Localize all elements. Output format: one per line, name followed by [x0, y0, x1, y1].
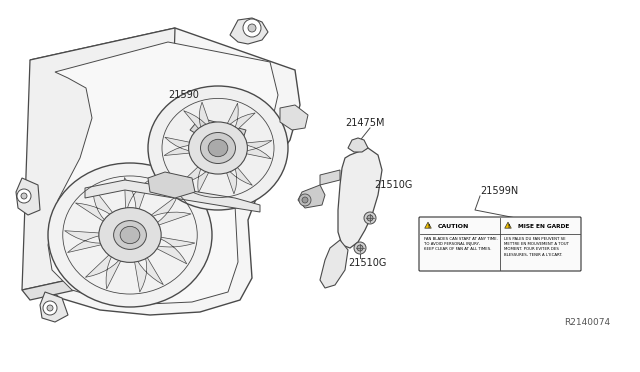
Polygon shape	[141, 195, 191, 229]
Polygon shape	[505, 222, 511, 228]
Ellipse shape	[99, 208, 161, 262]
Polygon shape	[164, 137, 201, 155]
Ellipse shape	[354, 242, 366, 254]
Polygon shape	[223, 159, 252, 194]
Ellipse shape	[357, 245, 363, 251]
Polygon shape	[22, 258, 175, 300]
Polygon shape	[76, 187, 120, 228]
Text: 21475M: 21475M	[345, 118, 385, 128]
Polygon shape	[230, 18, 268, 44]
Polygon shape	[40, 292, 68, 322]
Ellipse shape	[302, 197, 308, 203]
Text: 21510G: 21510G	[374, 180, 412, 190]
Polygon shape	[16, 178, 40, 215]
Ellipse shape	[243, 19, 261, 37]
Polygon shape	[280, 105, 308, 130]
Ellipse shape	[200, 132, 236, 164]
Ellipse shape	[364, 212, 376, 224]
Ellipse shape	[367, 215, 373, 221]
Text: !: !	[427, 224, 429, 229]
Polygon shape	[48, 42, 278, 304]
Polygon shape	[184, 102, 213, 137]
Polygon shape	[148, 172, 195, 198]
Text: 21590: 21590	[168, 90, 199, 100]
Ellipse shape	[21, 193, 27, 199]
Ellipse shape	[248, 24, 256, 32]
Text: LES PALES DU FAN PEUVENT SE
METTRE EN MOUVEMENT A TOUT
MOMENT. POUR EVITER DES
B: LES PALES DU FAN PEUVENT SE METTRE EN MO…	[504, 237, 569, 257]
Text: FAN BLADES CAN START AT ANY TIME.
TO AVOID PERSONAL INJURY,
KEEP CLEAR OF FAN AT: FAN BLADES CAN START AT ANY TIME. TO AVO…	[424, 237, 498, 251]
Ellipse shape	[114, 221, 147, 249]
Polygon shape	[425, 222, 431, 228]
Text: 21510G: 21510G	[348, 258, 387, 268]
Text: 21599N: 21599N	[480, 186, 518, 196]
Polygon shape	[65, 231, 114, 253]
Ellipse shape	[48, 163, 212, 307]
Ellipse shape	[208, 140, 228, 157]
Text: R2140074: R2140074	[564, 318, 610, 327]
Polygon shape	[30, 28, 300, 315]
Polygon shape	[85, 247, 126, 289]
Polygon shape	[235, 141, 272, 159]
FancyBboxPatch shape	[419, 217, 581, 271]
Polygon shape	[146, 235, 195, 264]
Polygon shape	[298, 185, 325, 208]
Polygon shape	[132, 247, 163, 292]
Polygon shape	[22, 28, 175, 290]
Polygon shape	[320, 170, 340, 185]
Text: !: !	[507, 224, 509, 229]
Polygon shape	[223, 103, 255, 137]
Ellipse shape	[47, 305, 53, 311]
Polygon shape	[348, 138, 368, 152]
Polygon shape	[124, 177, 149, 220]
Ellipse shape	[43, 301, 57, 315]
Polygon shape	[85, 180, 260, 212]
Ellipse shape	[120, 226, 140, 244]
Ellipse shape	[17, 189, 31, 203]
Polygon shape	[180, 159, 214, 193]
Ellipse shape	[299, 194, 311, 206]
Polygon shape	[338, 148, 382, 248]
Polygon shape	[190, 118, 246, 158]
Text: MISE EN GARDE: MISE EN GARDE	[518, 224, 570, 228]
Ellipse shape	[189, 122, 248, 174]
Polygon shape	[320, 240, 348, 288]
Ellipse shape	[148, 86, 288, 210]
Text: CAUTION: CAUTION	[438, 224, 469, 228]
